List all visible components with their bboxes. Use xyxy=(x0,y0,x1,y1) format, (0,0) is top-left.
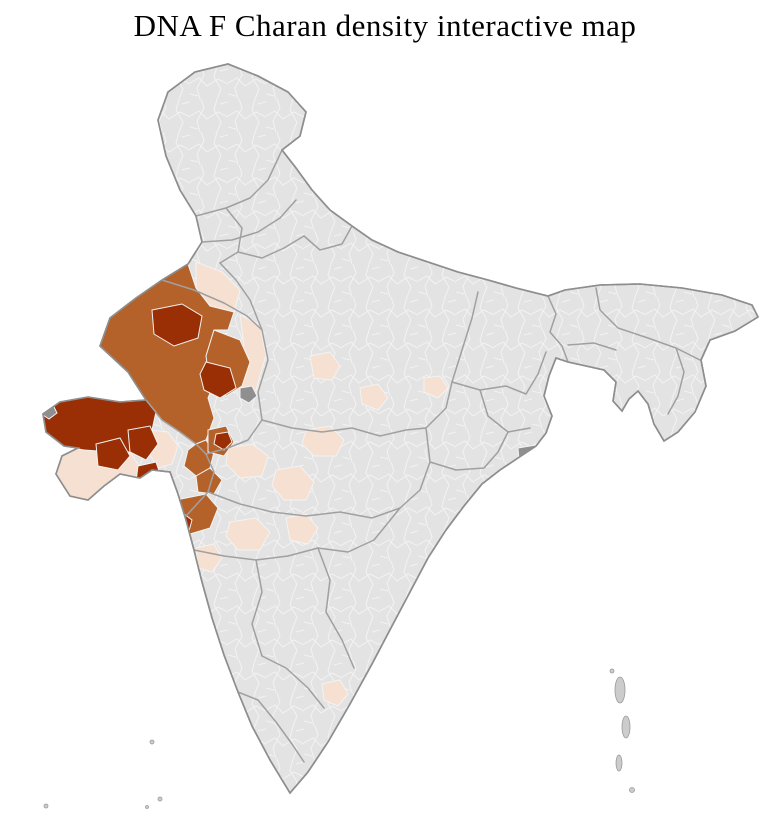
state-border xyxy=(219,207,243,264)
state-border xyxy=(451,291,479,383)
district-region[interactable] xyxy=(199,361,237,399)
state-border xyxy=(419,381,453,491)
island[interactable] xyxy=(43,803,49,809)
page-title: DNA F Charan density interactive map xyxy=(133,8,637,43)
state-border xyxy=(207,489,421,519)
state-border xyxy=(451,351,547,433)
island[interactable] xyxy=(145,805,149,809)
district-region[interactable] xyxy=(321,679,349,707)
state-border xyxy=(185,453,215,517)
district-region[interactable] xyxy=(151,303,203,347)
state-border xyxy=(251,547,355,709)
state-border xyxy=(547,287,701,415)
island[interactable] xyxy=(609,668,615,674)
state-border xyxy=(429,431,509,471)
state-border xyxy=(145,399,229,455)
island[interactable] xyxy=(621,715,631,739)
district-region[interactable] xyxy=(285,513,319,545)
state-border xyxy=(195,149,283,217)
island[interactable] xyxy=(157,796,163,802)
island[interactable] xyxy=(629,787,635,793)
state-border xyxy=(201,199,297,243)
state-border xyxy=(237,691,305,763)
state-border xyxy=(161,279,263,331)
district-region[interactable] xyxy=(423,375,449,399)
district-region[interactable] xyxy=(309,351,341,381)
district-region[interactable] xyxy=(141,493,167,519)
district-region[interactable] xyxy=(225,517,271,551)
district-region[interactable] xyxy=(95,437,131,471)
district-region[interactable] xyxy=(239,385,258,404)
state-border xyxy=(219,262,269,449)
district-region[interactable] xyxy=(127,425,159,461)
district-region[interactable] xyxy=(359,383,389,411)
national-border xyxy=(42,63,760,795)
district-region[interactable] xyxy=(301,425,345,457)
lakshadweep-islands[interactable] xyxy=(43,739,163,809)
state-border xyxy=(261,419,427,437)
andaman-islands[interactable] xyxy=(609,668,635,793)
district-region[interactable] xyxy=(213,431,233,451)
island[interactable] xyxy=(615,754,623,772)
district-region[interactable] xyxy=(225,443,269,479)
island[interactable] xyxy=(614,676,626,704)
state-border xyxy=(193,507,401,561)
district-region[interactable] xyxy=(271,465,315,501)
island[interactable] xyxy=(149,739,155,745)
district-region[interactable] xyxy=(195,467,223,495)
state-border xyxy=(237,225,353,259)
